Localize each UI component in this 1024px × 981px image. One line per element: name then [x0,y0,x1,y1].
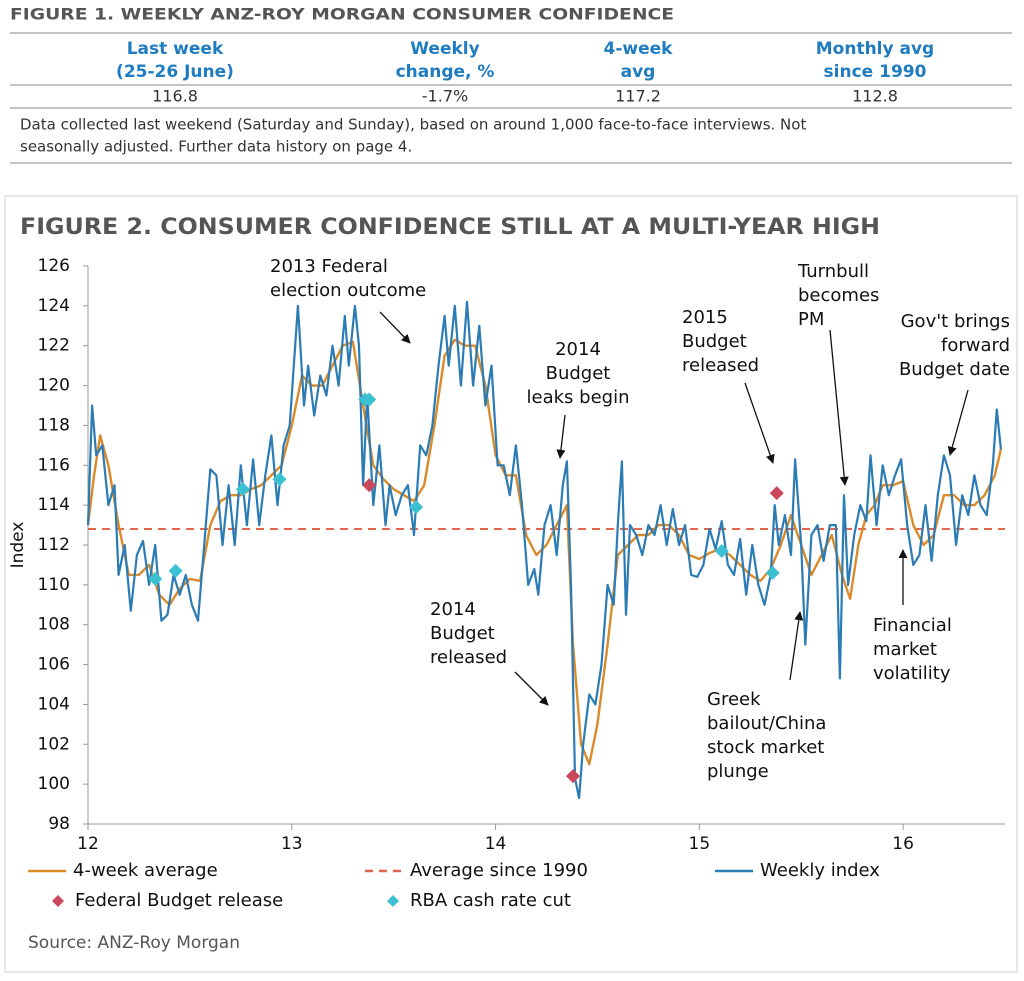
annotation: PM [798,309,824,330]
table-cell: 116.8 [152,87,198,106]
annotation: forward [941,335,1010,356]
annotation: Budget [546,363,611,384]
annotation-arrow [789,611,804,681]
annotation: volatility [873,663,951,684]
annotation: election outcome [270,280,426,301]
y-tick-label: 118 [38,415,70,435]
y-tick-label: 116 [38,455,70,475]
marker [272,472,287,487]
annotation: leaks begin [527,387,630,408]
annotation: bailout/China [707,713,826,734]
annotation: becomes [798,285,879,306]
y-tick-label: 108 [38,615,70,635]
column-header: Weekly [410,39,479,59]
annotation: market [873,639,937,660]
annotation: 2014 [555,339,601,360]
annotation: Budget date [899,359,1010,380]
annotation-arrow [556,414,566,459]
legend-swatch [387,895,399,907]
column-header: Last week [127,39,224,59]
marker [362,478,377,493]
marker [409,500,424,515]
legend-label: Federal Budget release [75,890,283,911]
annotation: plunge [707,761,769,782]
annotation: Greek [707,689,761,710]
column-header: 4-week [604,39,674,59]
x-tick-label: 16 [892,834,914,854]
source: Source: ANZ-Roy Morgan [28,933,240,953]
y-tick-label: 114 [38,495,70,515]
y-tick-label: 98 [48,814,70,834]
y-tick-label: 100 [38,774,70,794]
annotation: released [682,355,759,376]
annotation: 2015 [682,307,728,328]
legend-label: Weekly index [760,860,880,881]
y-axis-label: Index [8,522,28,569]
annotation: stock market [707,737,824,758]
annotation: Turnbull [797,261,869,282]
annotation: Gov't brings [901,311,1010,332]
y-tick-label: 102 [38,734,70,754]
series-line [86,300,1002,800]
y-tick-label: 112 [38,535,70,555]
marker [565,769,580,784]
chart-title: FIGURE 2. CONSUMER CONFIDENCE STILL AT A… [20,215,880,240]
table-cell: 112.8 [852,87,898,106]
legend-label: 4-week average [73,860,218,881]
table-cell: -1.7% [422,87,468,106]
annotation-arrow [829,329,849,486]
marker [148,571,163,586]
annotation: Budget [682,331,747,352]
column-header: change, % [396,62,495,82]
figure1-title: FIGURE 1. WEEKLY ANZ-ROY MORGAN CONSUMER… [10,5,674,24]
y-tick-label: 122 [38,336,70,356]
marker [235,482,250,497]
legend-label: RBA cash rate cut [410,890,571,911]
legend-swatch [52,895,64,907]
marker [765,565,780,580]
column-header: since 1990 [824,62,927,82]
note-line: Data collected last weekend (Saturday an… [20,116,806,134]
annotation-arrow [947,389,969,456]
x-tick-label: 15 [689,834,711,854]
y-tick-label: 124 [38,296,70,316]
column-header: avg [621,62,656,82]
y-tick-label: 104 [38,694,70,714]
table-cell: 117.2 [615,87,661,106]
marker [168,563,183,578]
annotation-arrow [514,671,549,706]
y-tick-label: 106 [38,655,70,675]
y-tick-label: 126 [38,256,70,276]
y-tick-label: 120 [38,376,70,396]
annotation-arrow [744,382,775,464]
x-tick-label: 13 [281,834,303,854]
annotation: Financial [873,615,952,636]
column-header: Monthly avg [816,39,934,59]
marker [714,543,729,558]
column-header: (25-26 June) [116,62,234,82]
annotation: 2013 Federal [270,256,388,277]
annotation-arrow [379,311,411,344]
legend-label: Average since 1990 [410,860,588,881]
marker [362,392,377,407]
series-line [86,338,1003,766]
annotation: 2014 [430,599,476,620]
annotation: released [430,647,507,668]
x-tick-label: 12 [77,834,99,854]
marker [769,486,784,501]
note-line: seasonally adjusted. Further data histor… [20,138,412,156]
figure2-frame [4,195,1018,973]
x-tick-label: 14 [485,834,507,854]
annotation: Budget [430,623,495,644]
y-tick-label: 110 [38,575,70,595]
